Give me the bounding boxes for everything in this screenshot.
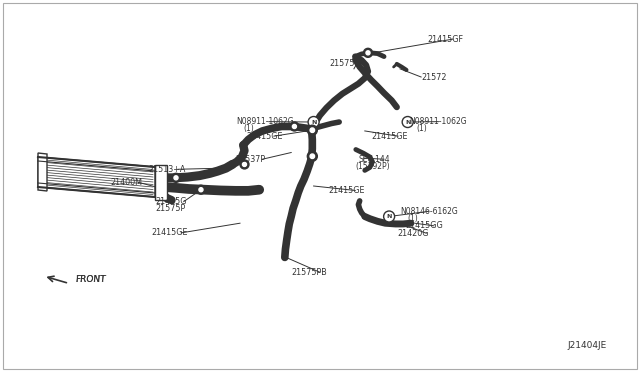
Text: 21575PB: 21575PB (292, 268, 328, 277)
Circle shape (174, 176, 178, 180)
Text: (1): (1) (243, 124, 254, 133)
Text: N: N (311, 119, 316, 125)
Text: (15192P): (15192P) (356, 162, 390, 171)
Circle shape (172, 173, 180, 182)
Text: N08146-6162G: N08146-6162G (400, 207, 458, 216)
Text: N08911-1062G: N08911-1062G (236, 117, 294, 126)
Text: N: N (405, 119, 410, 125)
Circle shape (310, 128, 315, 132)
Text: 21400M: 21400M (110, 178, 142, 187)
Text: N08911-1062G: N08911-1062G (410, 117, 467, 126)
Circle shape (240, 160, 249, 169)
Text: FRONT: FRONT (76, 275, 106, 284)
Text: 21415G: 21415G (156, 197, 187, 206)
Text: 21415GE: 21415GE (246, 132, 283, 141)
Text: SEC.144: SEC.144 (358, 155, 390, 164)
Circle shape (310, 154, 315, 158)
Text: 21575PA: 21575PA (330, 59, 365, 68)
Circle shape (290, 122, 299, 131)
Text: 21415GE: 21415GE (151, 228, 188, 237)
Circle shape (307, 151, 317, 161)
Text: J21404JE: J21404JE (568, 341, 607, 350)
Circle shape (199, 188, 203, 192)
Text: 21537P: 21537P (236, 155, 266, 164)
Text: N: N (387, 214, 392, 219)
Text: 21415GG: 21415GG (405, 221, 443, 230)
Text: 21572: 21572 (421, 73, 447, 81)
Text: 21420G: 21420G (397, 229, 429, 238)
Circle shape (366, 51, 370, 55)
Text: (1): (1) (417, 124, 428, 133)
Polygon shape (38, 153, 47, 191)
Text: 21415GF: 21415GF (428, 35, 463, 44)
Text: 21415GE: 21415GE (328, 186, 365, 195)
Polygon shape (38, 157, 155, 197)
Text: 21415GE: 21415GE (371, 132, 408, 141)
Text: (1): (1) (407, 214, 418, 223)
Circle shape (383, 211, 395, 222)
Polygon shape (155, 165, 167, 200)
Text: 21513+A: 21513+A (148, 165, 186, 174)
Circle shape (292, 125, 296, 128)
Text: FRONT: FRONT (76, 275, 106, 284)
Circle shape (364, 48, 372, 57)
Circle shape (196, 185, 205, 194)
Circle shape (308, 116, 319, 128)
Circle shape (402, 116, 413, 128)
Text: 21575P: 21575P (156, 204, 186, 213)
Circle shape (307, 125, 317, 135)
Circle shape (243, 163, 246, 166)
